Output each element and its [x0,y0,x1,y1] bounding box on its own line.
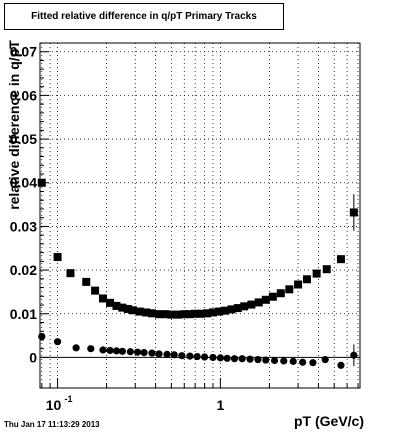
data-point-circle [246,355,254,363]
data-point-square [161,310,170,319]
data-point-square [196,309,205,318]
data-point-circle [309,359,317,367]
data-point-square [208,308,217,317]
data-point-square [191,309,200,318]
data-point-circle [289,357,297,365]
data-point-square [128,306,137,315]
data-point-square [66,269,75,278]
data-point-square [302,275,311,284]
data-point-circle [270,356,279,365]
data-point-circle [133,348,142,356]
data-point-circle [38,332,46,341]
data-point-circle [178,352,186,360]
data-point-square [203,309,212,318]
data-point-circle [262,356,270,364]
data-point-square [37,178,46,187]
axis-ticks: 0 0.01 0.02 0.03 0.04 0.05 0.06 0.07 10 -1 1 [10,44,359,413]
data-point-square [221,306,230,315]
grid-lines [40,43,360,388]
data-point-circle [216,354,225,362]
data-point-circle [321,356,329,364]
data-point-square [233,304,242,313]
y-tick-label: 0.06 [10,87,37,103]
data-point-circle [280,357,288,365]
chart-title-box: Fitted relative difference in q/pT Prima… [4,3,284,30]
data-point-square [247,300,256,309]
y-tick-label: 0.03 [10,218,37,234]
data-point-square [261,295,270,304]
y-tick-label: 0.02 [10,262,37,278]
data-point-circle [201,353,209,361]
y-tick-label: 0.01 [10,306,37,322]
data-point-square [312,269,321,278]
data-point-square [91,286,100,295]
data-point-circle [230,355,239,363]
plot-frame [39,42,361,389]
y-tick-label: 0.05 [10,131,37,147]
data-point-circle [112,347,121,355]
data-point-square [82,277,91,286]
data-point-square [185,310,194,319]
data-point-circle [148,349,156,357]
data-point-circle [126,348,134,356]
data-point-square [268,292,277,301]
data-point-circle [163,350,171,358]
y-tick-label: 0.04 [10,175,37,191]
data-point-square [214,307,223,316]
data-point-circle [209,353,217,362]
data-point-square [294,280,303,289]
data-point-square [285,285,294,294]
data-point-square [240,302,249,311]
data-point-square [123,304,132,313]
data-point-square [53,252,62,261]
axes [39,42,361,389]
data-point-circle [118,347,126,355]
x-tick-label: 10 [46,397,62,413]
chart-title: Fitted relative difference in q/pT Prima… [31,11,257,22]
data-point-square [227,305,236,314]
data-point-square [276,289,285,298]
data-point-circle [106,346,114,355]
data-point-square [147,309,156,318]
data-point-circle [53,338,62,346]
data-point-square [180,310,189,319]
data-point-circle [337,361,345,369]
data-point-square [349,208,358,217]
data-point-circle [186,352,194,360]
x-tick-exponent: -1 [65,394,73,404]
data-point-circle [254,356,262,364]
data-point-square [336,255,345,264]
data-point-square [155,310,164,319]
data-point-circle [238,355,246,363]
data-point-circle [99,346,107,354]
data-point-square [98,294,107,303]
data-point-circle [299,358,307,366]
y-axis-label-text: relative difference in q/pT [6,40,22,210]
data-point-square [254,298,263,307]
x-axis-label: pT (GeV/c) [293,413,364,429]
data-point-circle [155,350,163,358]
data-point-square [167,310,176,319]
data-point-square [322,265,331,274]
data-point-square [118,303,127,312]
data-point-square [142,308,151,317]
data-point-circle [223,354,231,362]
data-point-circle [72,344,80,352]
data-point-square [112,301,121,310]
data-point-circle [350,351,358,359]
data-point-square [174,310,183,319]
x-tick-label: 1 [217,397,225,413]
y-tick-label: 0.07 [10,44,37,60]
data-point-circle [193,352,201,361]
timestamp-footer: Thu Jan 17 11:13:29 2013 [4,420,100,429]
data-markers [37,178,358,369]
data-point-circle [170,351,178,359]
data-point-square [106,298,115,307]
data-point-square [135,307,144,316]
data-point-circle [87,345,95,353]
data-point-circle [140,349,148,357]
y-tick-label: 0 [29,349,37,365]
